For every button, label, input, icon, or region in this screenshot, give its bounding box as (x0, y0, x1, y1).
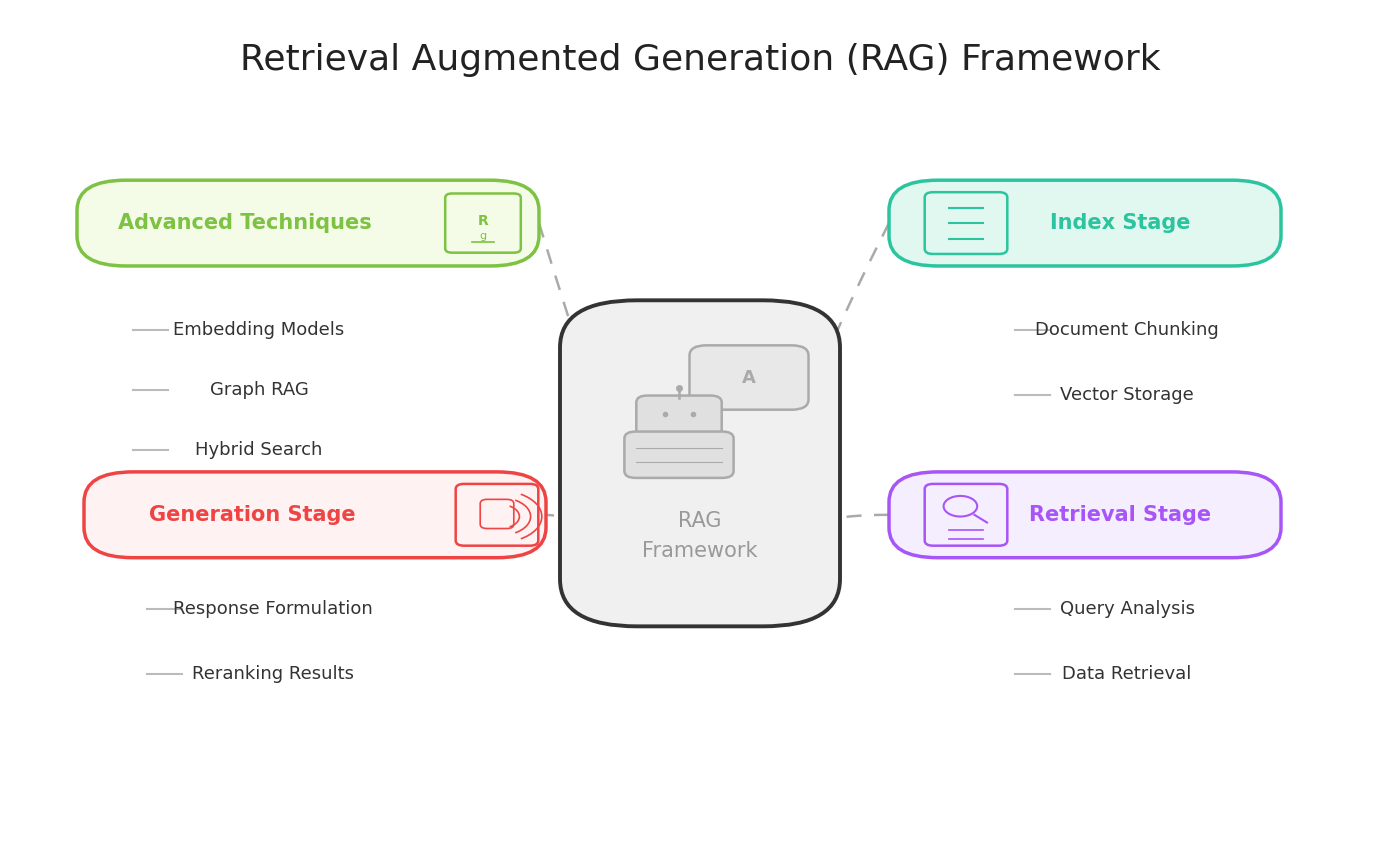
FancyBboxPatch shape (636, 396, 722, 437)
Text: Retrieval Augmented Generation (RAG) Framework: Retrieval Augmented Generation (RAG) Fra… (239, 43, 1161, 77)
FancyBboxPatch shape (560, 300, 840, 626)
Text: Embedding Models: Embedding Models (174, 322, 344, 339)
Text: Hybrid Search: Hybrid Search (196, 442, 322, 459)
Text: g: g (479, 231, 487, 241)
FancyBboxPatch shape (480, 499, 514, 529)
Text: Query Analysis: Query Analysis (1060, 601, 1194, 618)
Text: A: A (742, 369, 756, 386)
Text: Generation Stage: Generation Stage (148, 505, 356, 525)
FancyBboxPatch shape (690, 346, 809, 409)
Text: Vector Storage: Vector Storage (1060, 386, 1194, 403)
FancyBboxPatch shape (624, 432, 734, 478)
FancyBboxPatch shape (889, 180, 1281, 266)
FancyBboxPatch shape (445, 194, 521, 253)
Text: Data Retrieval: Data Retrieval (1063, 665, 1191, 682)
Text: RAG
Framework: RAG Framework (643, 511, 757, 561)
Text: Response Formulation: Response Formulation (174, 601, 372, 618)
FancyBboxPatch shape (77, 180, 539, 266)
Text: R: R (477, 214, 489, 227)
Text: Advanced Techniques: Advanced Techniques (118, 213, 372, 233)
Text: Graph RAG: Graph RAG (210, 382, 308, 399)
Text: Index Stage: Index Stage (1050, 213, 1190, 233)
FancyBboxPatch shape (455, 484, 538, 546)
FancyBboxPatch shape (889, 472, 1281, 558)
Text: Document Chunking: Document Chunking (1035, 322, 1219, 339)
Text: Reranking Results: Reranking Results (192, 665, 354, 682)
FancyBboxPatch shape (84, 472, 546, 558)
FancyBboxPatch shape (925, 192, 1008, 254)
FancyBboxPatch shape (925, 484, 1008, 546)
Text: Retrieval Stage: Retrieval Stage (1029, 505, 1211, 525)
